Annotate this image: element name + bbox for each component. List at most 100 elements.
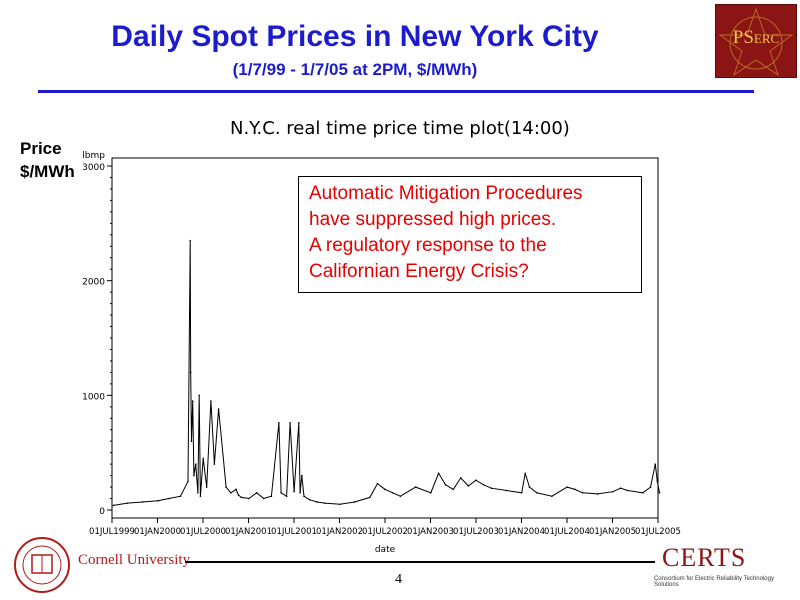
data-point: [649, 486, 652, 488]
data-point: [280, 492, 282, 494]
data-point: [308, 498, 311, 501]
x-tick-label: 01JUL2005: [635, 527, 681, 537]
data-point: [581, 492, 584, 494]
chart-title: N.Y.C. real time price time plot(14:00): [230, 118, 570, 139]
data-point: [459, 477, 462, 479]
pserc-main: PS: [732, 27, 754, 48]
data-point: [191, 400, 194, 402]
data-point: [278, 422, 280, 424]
title-divider: [38, 90, 754, 93]
data-point: [551, 495, 553, 498]
data-point: [301, 474, 303, 477]
x-tick-label: 01JUL1999: [89, 527, 135, 537]
data-point: [270, 495, 273, 498]
data-point: [528, 486, 531, 488]
data-point: [316, 501, 318, 503]
x-tick-label: 01JAN2004: [498, 527, 545, 537]
data-point: [237, 494, 240, 496]
data-point: [323, 502, 326, 504]
x-tick-label: 01JUL2001: [271, 527, 317, 537]
data-point: [141, 501, 144, 503]
x-tick-label: 01JAN2002: [316, 527, 363, 537]
data-point: [303, 495, 305, 498]
data-point: [399, 495, 402, 498]
data-point: [205, 486, 208, 488]
annotation-line: A regulatory response to the: [309, 235, 547, 256]
data-point: [262, 497, 265, 500]
annotation-line: Automatic Mitigation Procedures: [309, 183, 583, 204]
x-tick-label: 01JUL2003: [453, 527, 499, 537]
data-point: [369, 496, 371, 499]
pserc-logo-text: PSERC: [716, 27, 796, 49]
data-point: [654, 463, 657, 465]
data-point: [190, 440, 193, 443]
x-tick-label: 01JAN2001: [225, 527, 272, 537]
data-point: [168, 497, 170, 500]
data-point: [213, 463, 216, 465]
data-point: [240, 496, 243, 499]
x-tick-label: 01JAN2000: [134, 527, 181, 537]
cornell-seal-icon: [12, 535, 72, 600]
data-point: [199, 495, 202, 498]
y-tick-label: 0: [99, 507, 105, 517]
certs-tagline: Consortium for Electric Reliability Tech…: [654, 576, 774, 588]
data-point: [505, 489, 508, 492]
slide-subtitle: (1/7/99 - 1/7/05 at 2PM, $/MWh): [232, 60, 478, 79]
footer-divider: [185, 561, 655, 563]
data-point: [566, 486, 568, 488]
data-point: [194, 463, 197, 465]
data-point: [535, 492, 538, 494]
slide-title: Daily Spot Prices in New York City: [111, 20, 599, 53]
data-point: [376, 482, 379, 485]
data-point: [520, 492, 523, 494]
y-tick-label: 1000: [82, 392, 105, 402]
mitigation-annotation: Automatic Mitigation Procedures have sup…: [298, 176, 642, 293]
data-point: [596, 493, 599, 495]
price-label-line2: $/MWh: [20, 162, 75, 181]
price-label-line1: Price: [20, 139, 62, 158]
data-point: [293, 490, 295, 493]
y-tick-label: 3000: [82, 163, 105, 173]
data-point: [353, 501, 356, 503]
data-point: [202, 457, 204, 460]
data-point: [467, 485, 470, 487]
data-point: [285, 495, 288, 498]
data-point: [391, 492, 394, 494]
data-point: [198, 394, 200, 397]
data-point: [437, 472, 440, 475]
data-point: [289, 422, 291, 424]
x-tick-label: 01JAN2005: [589, 527, 636, 537]
data-point: [656, 480, 659, 483]
data-point: [339, 503, 341, 506]
price-axis-label: Price $/MWh: [20, 137, 75, 183]
pserc-star-icon: [718, 7, 794, 77]
data-point: [452, 488, 455, 491]
y-tick-label: 2000: [82, 278, 105, 288]
data-point: [193, 474, 195, 477]
data-point: [475, 479, 477, 481]
x-tick-label: 01JAN2003: [407, 527, 454, 537]
y-axis-label: lbmp: [82, 151, 105, 161]
data-point: [225, 486, 227, 488]
pserc-small: ERC: [753, 31, 780, 46]
data-point: [187, 480, 189, 483]
page-number: 4: [395, 572, 402, 587]
data-point: [444, 483, 447, 486]
data-point: [157, 500, 159, 502]
data-point: [384, 488, 386, 491]
data-point: [574, 488, 576, 491]
pserc-logo: PSERC: [715, 4, 797, 78]
cornell-university-logo: Cornell University: [78, 552, 191, 568]
data-point: [255, 492, 258, 494]
data-point: [298, 422, 300, 424]
data-point: [482, 483, 485, 486]
data-point: [189, 239, 192, 242]
annotation-line: Californian Energy Crisis?: [309, 261, 529, 282]
data-point: [197, 492, 199, 494]
data-point: [189, 371, 192, 374]
x-tick-label: 01JUL2000: [180, 527, 226, 537]
data-point: [112, 504, 115, 507]
data-point: [626, 489, 629, 492]
data-point: [414, 486, 417, 488]
